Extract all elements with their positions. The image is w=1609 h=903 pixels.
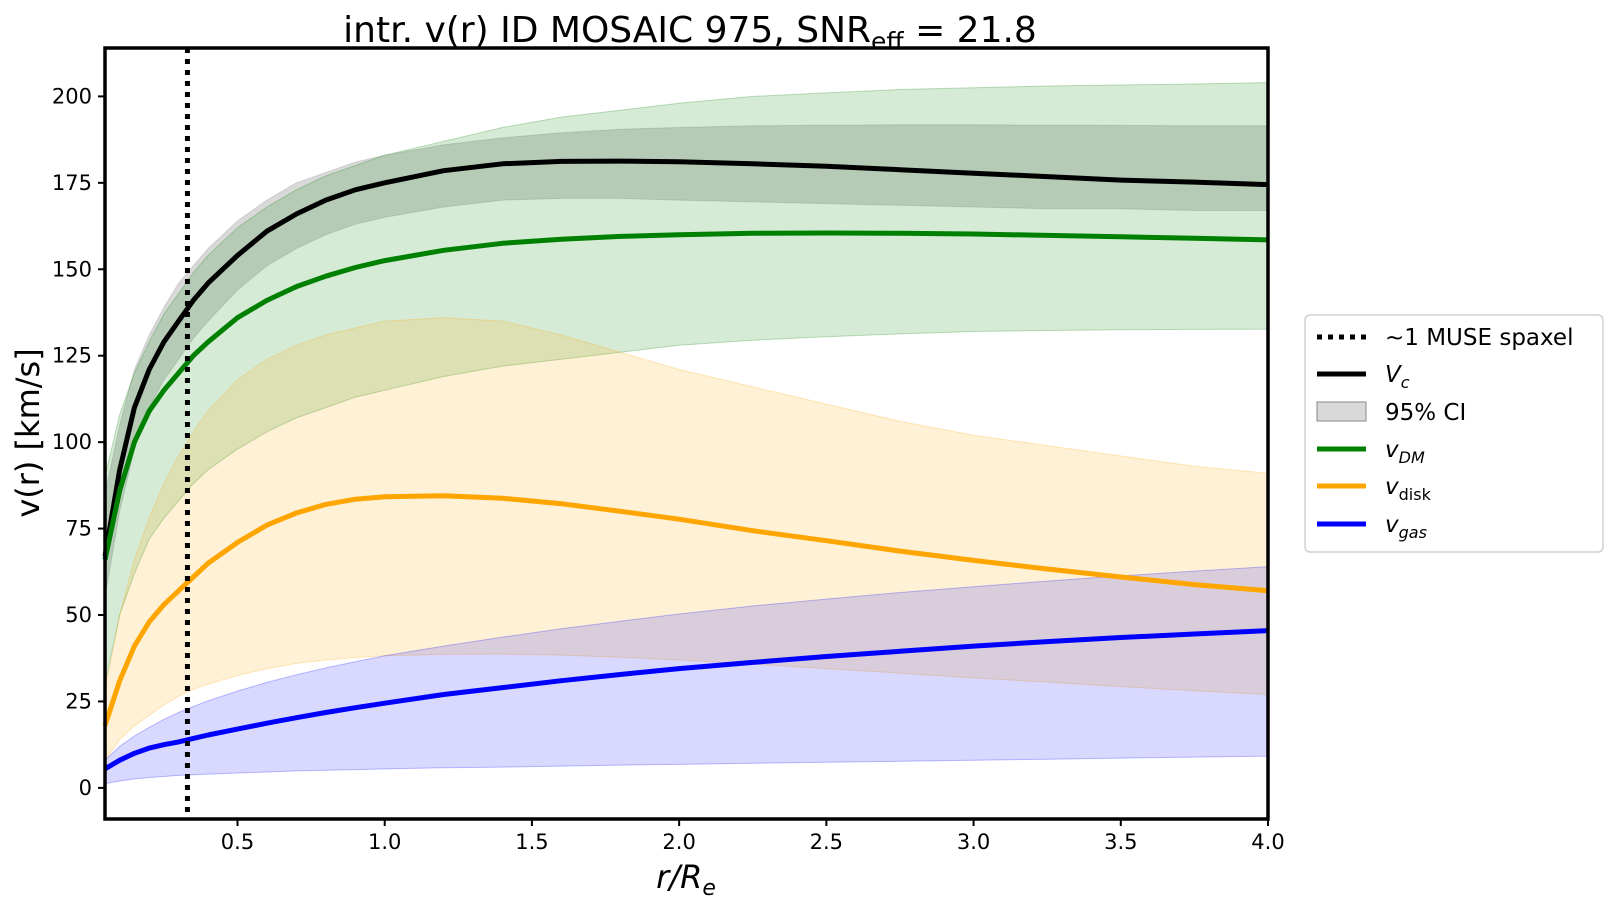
legend-label-vgas-sub: gas (1399, 523, 1427, 542)
line-v-disk (102, 493, 1269, 727)
line-v-dm (102, 230, 1269, 561)
x-axis-label: r/Re (656, 858, 716, 901)
legend-label-vdm-sub: DM (1399, 448, 1425, 467)
legend: ~1 MUSE spaxel Vc 95% CI vDM vdisk vgas (1304, 314, 1604, 553)
legend-label-vgas-main: v (1385, 512, 1399, 538)
legend-swatch-ci (1316, 401, 1367, 422)
legend-label-vdisk-main: v (1385, 474, 1399, 500)
x-tick-label: 1.0 (368, 830, 401, 854)
legend-label-vc-sub: c (1401, 373, 1410, 392)
legend-label-vdisk-sub: disk (1399, 485, 1432, 504)
x-axis-ticks: 0.5 1.0 1.5 2.0 2.5 3.0 3.5 4.0 (221, 819, 1285, 854)
x-axis-label-main: r/R (656, 858, 702, 896)
legend-label-vgas: vgas (1385, 512, 1427, 542)
y-tick-label: 100 (52, 430, 92, 454)
y-tick-label: 200 (52, 84, 92, 108)
y-tick-label: 125 (52, 344, 92, 368)
x-tick-label: 2.5 (810, 830, 843, 854)
chart-title: intr. v(r) ID MOSAIC 975, SNReff = 21.8 (343, 10, 1037, 56)
x-tick-label: 1.5 (515, 830, 548, 854)
series-lines (102, 158, 1269, 772)
x-axis-label-subscript: e (702, 876, 716, 901)
line-v-gas (103, 628, 1269, 772)
y-tick-label: 25 (65, 689, 92, 713)
chart-title-main: intr. v(r) ID MOSAIC 975, SNR (343, 10, 871, 51)
x-tick-label: 2.0 (662, 830, 695, 854)
y-axis-label: v(r) [km/s] (9, 348, 47, 517)
legend-label-vdm: vDM (1385, 437, 1425, 467)
y-axis-ticks: 0 25 50 75 100 125 150 175 200 (52, 84, 105, 800)
legend-label-vdm-main: v (1385, 437, 1399, 463)
legend-label-vc-main: V (1385, 362, 1403, 388)
line-v-c (102, 158, 1269, 557)
y-tick-label: 150 (52, 257, 92, 281)
y-tick-label: 0 (79, 776, 92, 800)
x-tick-label: 4.0 (1251, 830, 1284, 854)
x-tick-label: 3.0 (957, 830, 990, 854)
plot-frame (103, 46, 1270, 821)
legend-box (1304, 314, 1604, 553)
y-tick-label: 75 (65, 517, 92, 541)
legend-label-ci: 95% CI (1385, 400, 1466, 426)
x-tick-label: 0.5 (221, 830, 254, 854)
chart-title-value: = 21.8 (904, 10, 1037, 51)
legend-label-vline: ~1 MUSE spaxel (1385, 325, 1573, 351)
legend-label-vdisk: vdisk (1385, 474, 1432, 504)
y-tick-label: 175 (52, 171, 92, 195)
x-tick-label: 3.5 (1104, 830, 1137, 854)
y-tick-label: 50 (65, 603, 92, 627)
legend-label-vc: Vc (1385, 362, 1410, 392)
